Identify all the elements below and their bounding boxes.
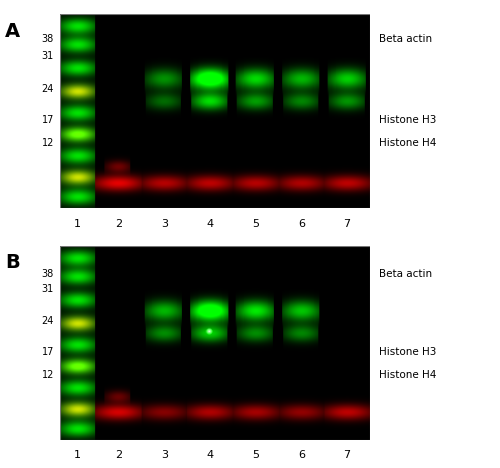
Text: 6: 6 — [298, 450, 305, 460]
Text: A: A — [5, 22, 20, 41]
Text: 1: 1 — [74, 450, 82, 460]
Text: 5: 5 — [252, 450, 259, 460]
Text: 38: 38 — [42, 34, 54, 44]
Text: 3: 3 — [160, 450, 168, 460]
Text: Histone H3: Histone H3 — [379, 346, 436, 357]
Text: 17: 17 — [42, 346, 54, 357]
Text: 4: 4 — [206, 219, 214, 228]
Text: 6: 6 — [298, 219, 305, 228]
Text: 38: 38 — [42, 269, 54, 279]
Text: 1: 1 — [74, 219, 82, 228]
Text: 2: 2 — [115, 219, 122, 228]
Text: 7: 7 — [344, 450, 350, 460]
Text: 24: 24 — [42, 84, 54, 94]
Text: 24: 24 — [42, 316, 54, 327]
Text: 12: 12 — [42, 138, 54, 148]
Text: 31: 31 — [42, 285, 54, 294]
Text: 2: 2 — [115, 450, 122, 460]
Text: Beta actin: Beta actin — [379, 34, 432, 44]
Text: Histone H4: Histone H4 — [379, 138, 436, 148]
Text: 12: 12 — [42, 370, 54, 380]
Text: 4: 4 — [206, 450, 214, 460]
Text: 17: 17 — [42, 115, 54, 125]
Text: 31: 31 — [42, 51, 54, 61]
Text: B: B — [5, 254, 20, 272]
Text: Histone H3: Histone H3 — [379, 115, 436, 125]
Text: 3: 3 — [160, 219, 168, 228]
Text: Beta actin: Beta actin — [379, 269, 432, 279]
Text: 7: 7 — [344, 219, 350, 228]
Text: 5: 5 — [252, 219, 259, 228]
Text: Histone H4: Histone H4 — [379, 370, 436, 380]
